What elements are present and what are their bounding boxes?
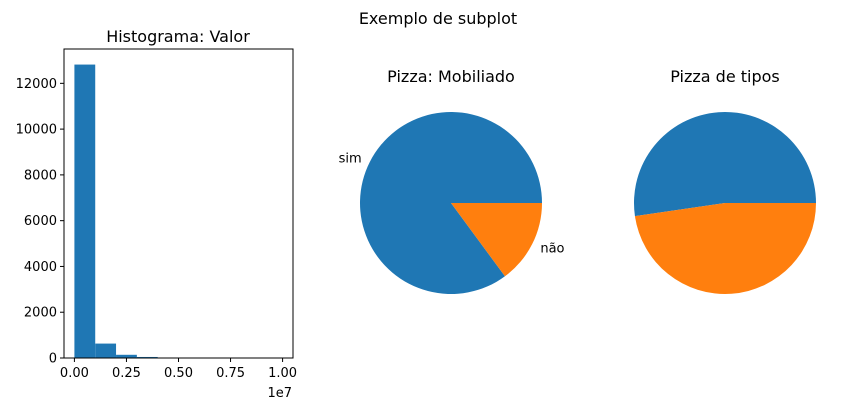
histogram-x-tick-label: 0.25 — [112, 366, 141, 381]
histogram-bar — [74, 65, 95, 358]
histogram-x-tick-label: 0.00 — [60, 366, 89, 381]
histogram-y-tick-label: 12000 — [16, 77, 57, 92]
histogram-y-tick-label: 6000 — [24, 214, 57, 229]
histogram-y-tick-label: 4000 — [24, 260, 57, 275]
histogram-y-tick-label: 0 — [49, 352, 57, 367]
histogram-y-tick-label: 8000 — [24, 168, 57, 183]
histogram-x-tick-label: 1.00 — [268, 366, 297, 381]
pie-slice-label: não — [540, 242, 564, 257]
pie-tipos-slices — [634, 112, 816, 294]
histogram-x-tick-label: 0.50 — [164, 366, 193, 381]
pie-mobiliado-subplot: Pizza: Mobiliado sim não — [339, 67, 565, 294]
pie-mobiliado-slices — [360, 112, 542, 294]
pie-slice — [634, 112, 816, 216]
histogram-x-axis: 0.00 0.25 0.50 0.75 1.00 — [60, 358, 297, 381]
histogram-y-tick-label: 2000 — [24, 306, 57, 321]
figure-suptitle: Exemplo de subplot — [359, 9, 517, 28]
histogram-x-tick-label: 0.75 — [216, 366, 245, 381]
pie-slice-label: sim — [339, 151, 362, 166]
pie-slice — [635, 203, 816, 294]
histogram-bars — [74, 65, 282, 358]
histogram-y-tick-label: 10000 — [16, 123, 57, 138]
histogram-subplot: Histograma: Valor 0 2000 4000 6000 8000 10000… — [16, 27, 297, 401]
pie-tipos-subplot: Pizza de tipos — [634, 67, 816, 294]
histogram-x-offset-label: 1e7 — [267, 386, 292, 401]
histogram-y-axis: 0 2000 4000 6000 8000 10000 12000 — [16, 77, 64, 367]
pie-tipos-title: Pizza de tipos — [670, 67, 780, 86]
pie-mobiliado-title: Pizza: Mobiliado — [387, 67, 515, 86]
histogram-frame — [64, 49, 293, 358]
histogram-bar — [95, 344, 116, 358]
histogram-title: Histograma: Valor — [106, 27, 250, 46]
